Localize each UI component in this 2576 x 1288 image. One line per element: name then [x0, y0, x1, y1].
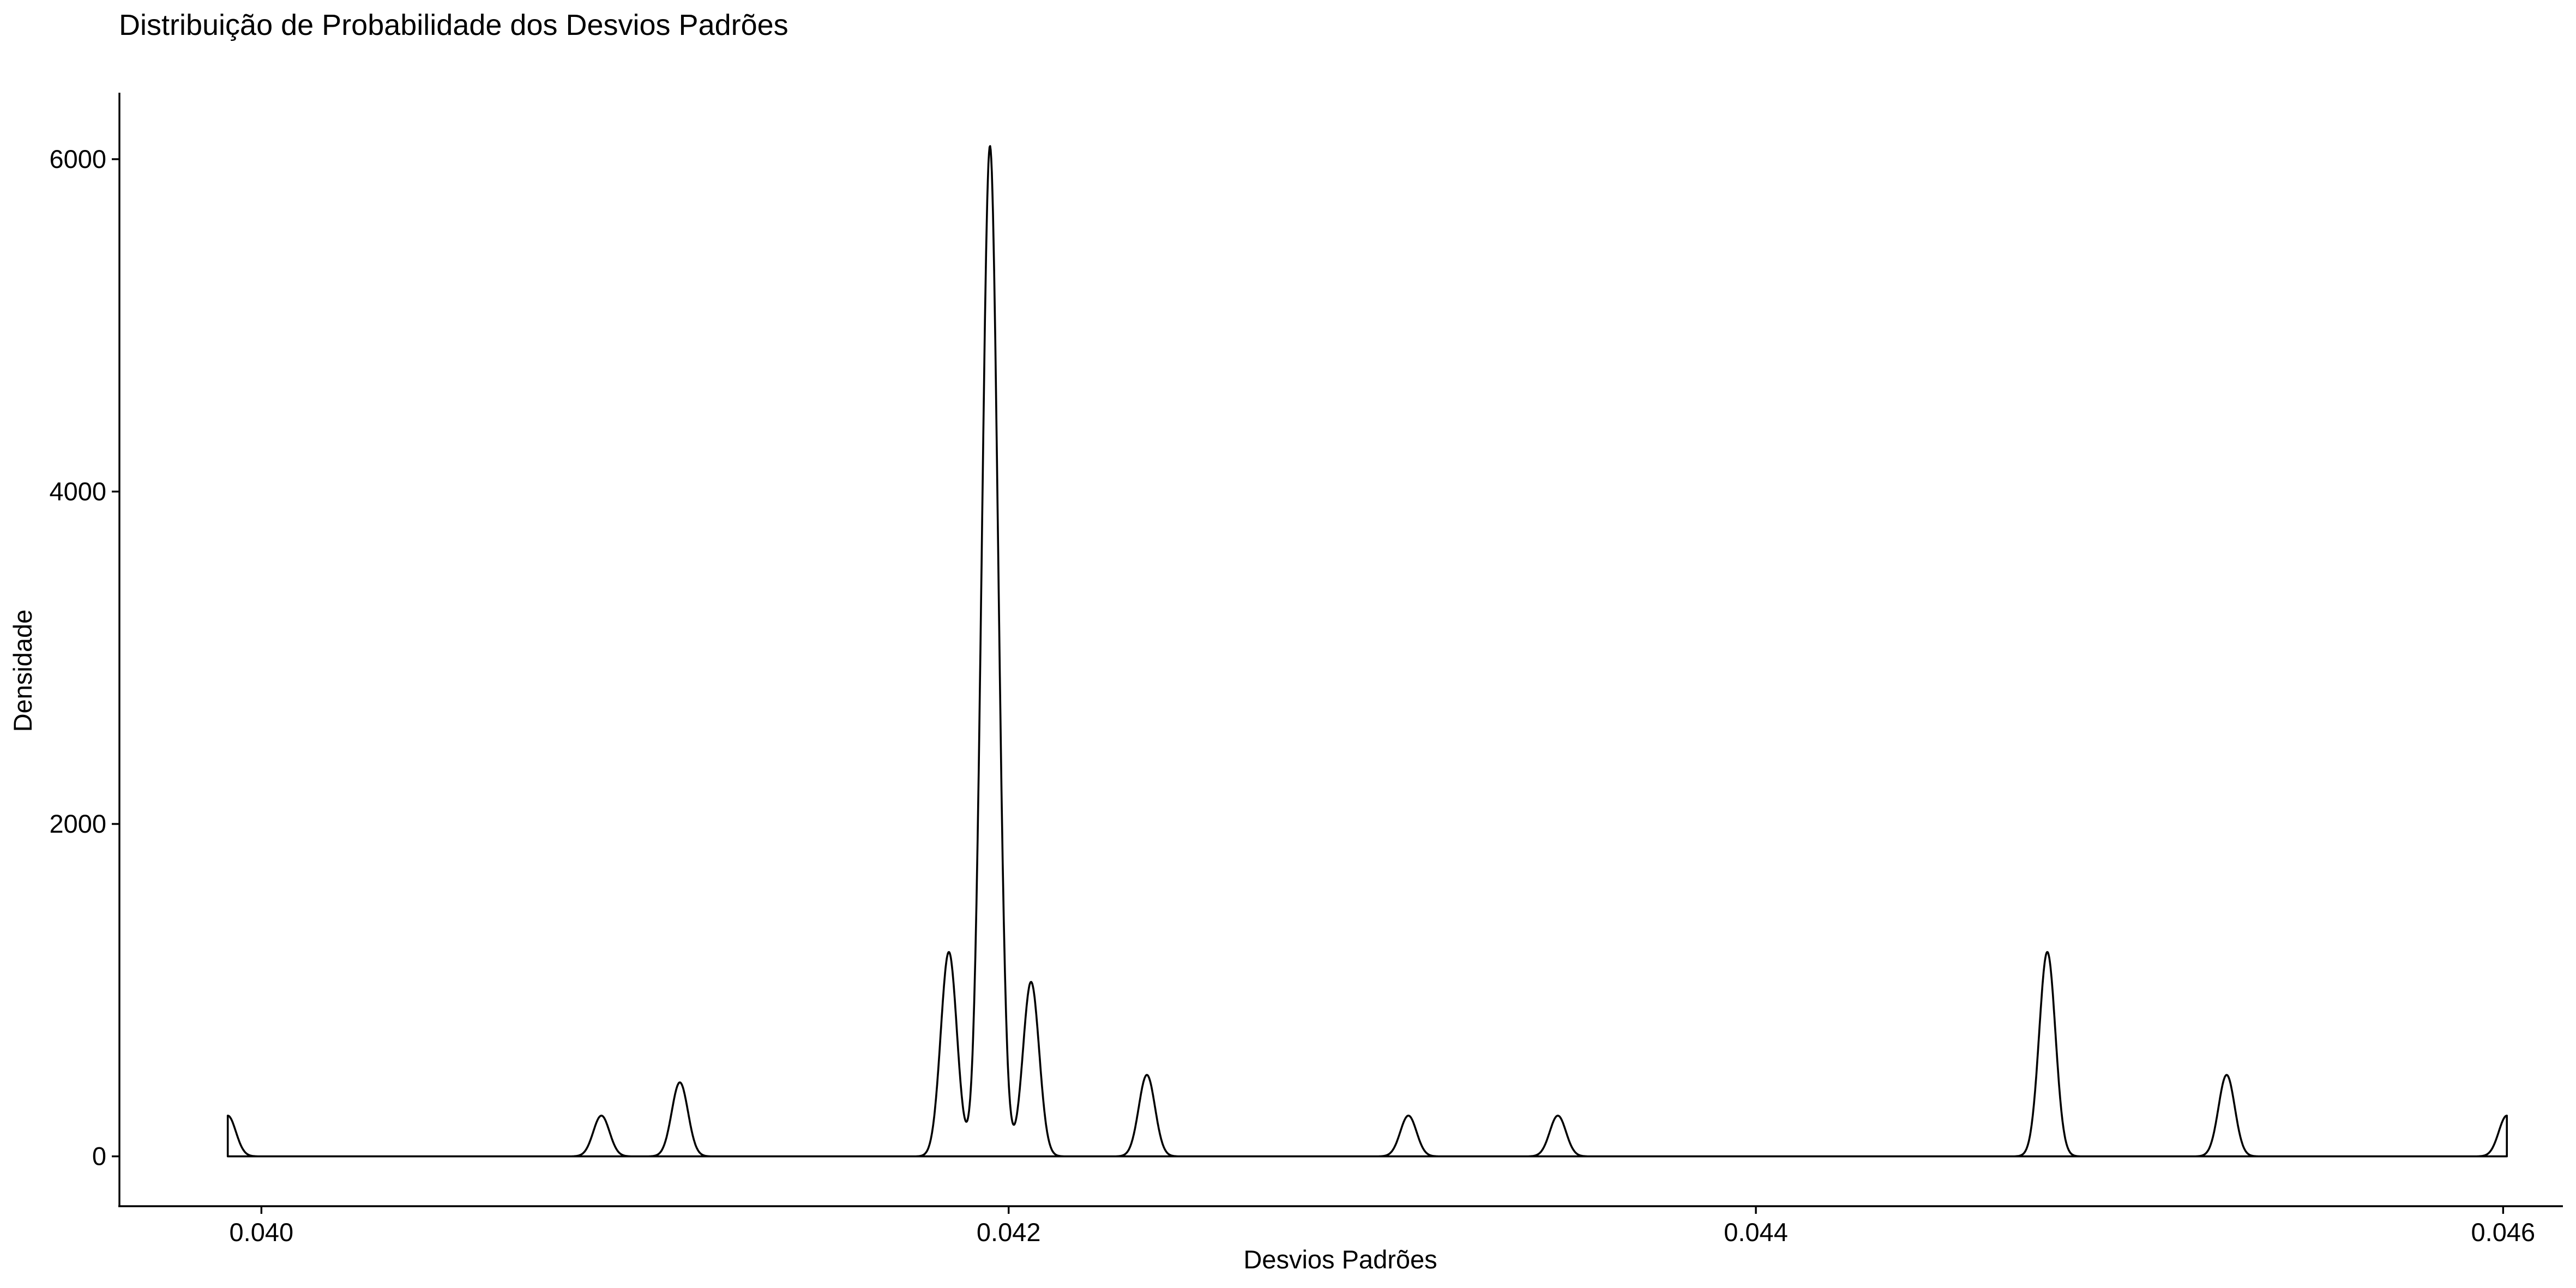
- y-axis-title: Densidade: [8, 610, 37, 732]
- density-curve: [226, 145, 2508, 1158]
- x-tick-label: 0.044: [1724, 1218, 1788, 1247]
- y-tick-label: 0: [92, 1142, 106, 1171]
- x-tick-label: 0.040: [230, 1218, 294, 1247]
- y-tick-label: 4000: [49, 477, 106, 505]
- x-tick-label: 0.042: [977, 1218, 1041, 1247]
- x-axis-ticks: 0.040 0.042 0.044 0.046: [230, 1206, 2536, 1247]
- x-axis-title: Desvios Padrões: [1243, 1245, 1437, 1274]
- x-tick-label: 0.046: [2471, 1218, 2536, 1247]
- y-axis-ticks: 0 2000 4000 6000: [49, 145, 119, 1171]
- y-tick-label: 2000: [49, 809, 106, 838]
- y-tick-label: 6000: [49, 145, 106, 173]
- chart-title: Distribuição de Probabilidade dos Desvio…: [119, 9, 789, 41]
